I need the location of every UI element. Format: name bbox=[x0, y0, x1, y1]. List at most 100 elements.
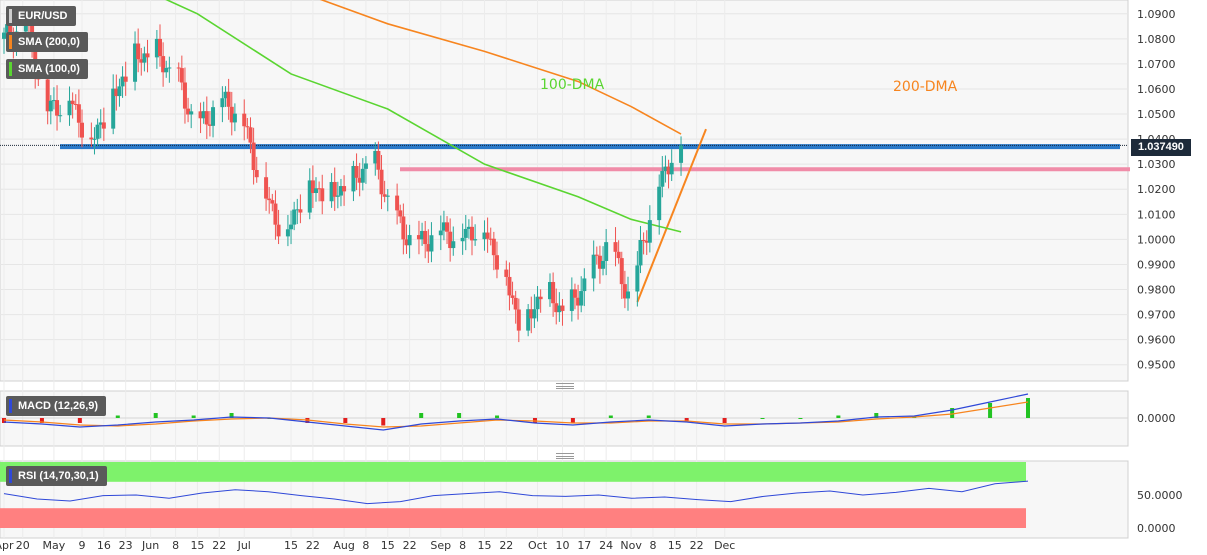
x-tick-label: Sep bbox=[430, 539, 451, 552]
macd-histogram-bar bbox=[798, 418, 803, 419]
candle-body bbox=[491, 238, 496, 256]
candle-body bbox=[441, 222, 446, 231]
sma200-label[interactable]: SMA (200,0) bbox=[6, 32, 88, 52]
candle-body bbox=[438, 230, 443, 236]
candle-body bbox=[576, 297, 581, 306]
macd-histogram-bar bbox=[419, 413, 424, 418]
x-tick-label: 22 bbox=[690, 539, 704, 552]
candle-body bbox=[92, 138, 97, 140]
candle-body bbox=[186, 108, 191, 115]
candle-body bbox=[245, 126, 250, 128]
candle-body bbox=[395, 195, 400, 211]
candle-body bbox=[597, 255, 602, 269]
candle-body bbox=[211, 107, 216, 126]
candle-body bbox=[176, 67, 181, 69]
candle-body bbox=[401, 216, 406, 240]
candle-body bbox=[295, 209, 300, 211]
candle-body bbox=[248, 127, 253, 143]
candle-body bbox=[619, 258, 624, 285]
candle-body bbox=[223, 91, 228, 99]
candle-body bbox=[198, 111, 203, 119]
candle-body bbox=[376, 150, 381, 170]
candle-body bbox=[342, 186, 347, 192]
candle-body bbox=[363, 163, 368, 169]
candle-body bbox=[663, 166, 668, 172]
y-tick-label: 1.0500 bbox=[1137, 108, 1176, 121]
macd-label[interactable]: MACD (12,26,9) bbox=[6, 396, 107, 416]
x-tick-label: 8 bbox=[649, 539, 656, 552]
candle-body bbox=[338, 186, 343, 196]
candle-body bbox=[538, 296, 543, 300]
candle-body bbox=[569, 289, 574, 311]
candle-body bbox=[273, 203, 278, 225]
candle-body bbox=[335, 195, 340, 197]
candle-body bbox=[48, 100, 53, 112]
candle-body bbox=[80, 122, 84, 138]
sma100-line bbox=[165, 0, 682, 233]
candle-body bbox=[594, 254, 599, 256]
x-tick-label: Jul bbox=[237, 539, 251, 552]
rsi-text: RSI (14,70,30,1) bbox=[18, 470, 99, 482]
symbol-label[interactable]: EUR/USD bbox=[6, 6, 76, 26]
candle-body bbox=[360, 168, 365, 183]
candle-body bbox=[145, 53, 150, 58]
candle-body bbox=[204, 111, 209, 125]
x-tick-label: 8 bbox=[172, 539, 179, 552]
candle-body bbox=[317, 188, 322, 190]
candle-body bbox=[154, 38, 159, 58]
candle-body bbox=[111, 88, 116, 129]
candle-body bbox=[548, 282, 552, 300]
x-tick-label: 15 bbox=[284, 539, 298, 552]
candle-body bbox=[298, 209, 303, 213]
candle-body bbox=[320, 188, 325, 202]
pane-resize-handle-rsi[interactable] bbox=[556, 453, 574, 459]
rsi-swatch bbox=[9, 469, 12, 483]
candle-body bbox=[582, 278, 587, 292]
pane-resize-handle-macd[interactable] bbox=[556, 383, 574, 389]
candle-body bbox=[201, 111, 206, 119]
macd-histogram-bar bbox=[115, 415, 120, 418]
candle-body bbox=[95, 124, 100, 139]
candle-body bbox=[226, 91, 231, 107]
x-tick-label: 15 bbox=[668, 539, 682, 552]
macd-histogram-bar bbox=[760, 418, 765, 419]
candle-body bbox=[382, 194, 387, 197]
x-tick-label: 15 bbox=[190, 539, 204, 552]
x-tick-label: Aug bbox=[333, 539, 354, 552]
candle-body bbox=[613, 242, 618, 252]
rsi-label[interactable]: RSI (14,70,30,1) bbox=[6, 466, 107, 486]
macd-swatch bbox=[9, 399, 12, 413]
rsi-line bbox=[3, 480, 1029, 505]
sma100-label[interactable]: SMA (100,0) bbox=[6, 59, 88, 79]
x-tick-label: 8 bbox=[362, 539, 369, 552]
candle-body bbox=[535, 296, 540, 310]
macd-histogram-bar bbox=[570, 418, 575, 423]
candle-body bbox=[123, 76, 128, 82]
x-tick-label: 15 bbox=[477, 539, 491, 552]
macd-histogram-bar bbox=[646, 415, 651, 418]
x-tick-label: Nov bbox=[620, 539, 642, 552]
candle-body bbox=[89, 137, 94, 140]
candle-body bbox=[379, 169, 384, 195]
candle-body bbox=[460, 237, 465, 242]
x-tick-label: 23 bbox=[119, 539, 133, 552]
candle-body bbox=[70, 100, 75, 105]
candle-body bbox=[626, 291, 630, 299]
candle-body bbox=[51, 100, 56, 102]
candle-body bbox=[251, 142, 256, 171]
candle-body bbox=[158, 38, 162, 57]
candle-body bbox=[254, 170, 259, 178]
trendline bbox=[636, 128, 707, 303]
candle-body bbox=[591, 254, 596, 279]
candle-body bbox=[420, 230, 425, 240]
candle-body bbox=[398, 210, 403, 217]
candle-body bbox=[242, 113, 247, 127]
macd-text: MACD (12,26,9) bbox=[18, 400, 99, 412]
annotation-100dma: 100-DMA bbox=[540, 77, 605, 93]
x-tick-label: 22 bbox=[499, 539, 513, 552]
macd-histogram-bar bbox=[153, 413, 158, 418]
candle-body bbox=[604, 242, 609, 261]
candle-body bbox=[385, 195, 390, 197]
rsi-y-tick-label: 0.0000 bbox=[1137, 522, 1176, 535]
